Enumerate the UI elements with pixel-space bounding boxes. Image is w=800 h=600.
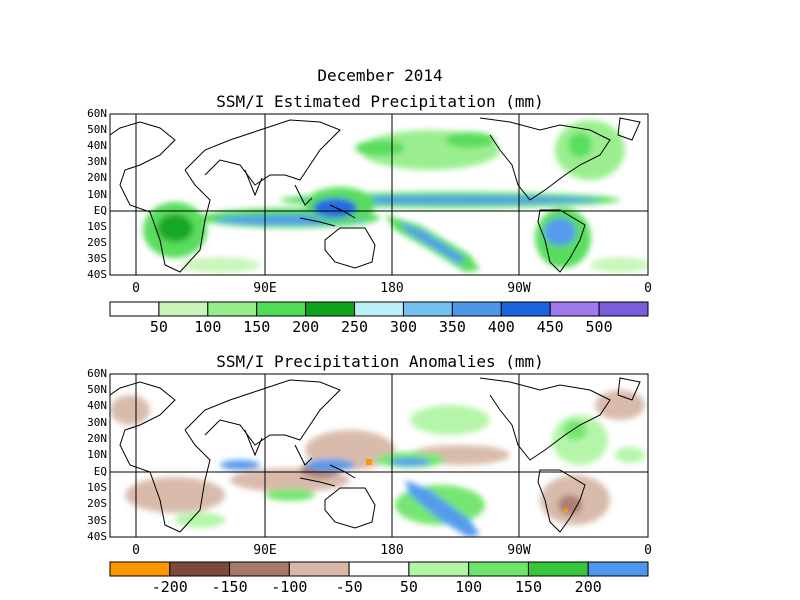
- colorbar-label: 100: [455, 578, 483, 596]
- lat-label: 10S: [87, 220, 107, 233]
- colorbar-swatch: [256, 301, 307, 317]
- colorbar-swatch: [598, 301, 649, 317]
- lon-label: 90W: [507, 543, 531, 558]
- colorbar-swatch: [207, 301, 258, 317]
- lat-label: 20S: [87, 236, 107, 249]
- colorbar-swatch: [354, 301, 404, 317]
- precipitation-colorbar: [109, 301, 649, 317]
- colorbar-label: 350: [438, 318, 466, 336]
- colorbar-swatch: [408, 561, 470, 577]
- coastlines: [110, 117, 641, 273]
- lon-label: 0: [132, 281, 140, 296]
- colorbar-swatch: [402, 301, 453, 317]
- colorbar-label: 200: [292, 318, 320, 336]
- lon-label: 0: [132, 543, 140, 558]
- colorbar-label: 200: [574, 578, 602, 596]
- map-frame: [109, 113, 649, 276]
- lat-label: 10S: [87, 481, 107, 494]
- colorbar-swatch: [587, 561, 649, 577]
- colorbar-label: 450: [536, 318, 564, 336]
- lon-label: 180: [380, 543, 404, 558]
- colorbar-swatch: [169, 561, 231, 577]
- colorbar-label: 50: [149, 318, 168, 336]
- precipitation-title: SSM/I Estimated Precipitation (mm): [216, 92, 544, 111]
- anomaly-field: [110, 390, 645, 537]
- colorbar-swatch: [500, 301, 551, 317]
- lat-label: 40N: [87, 139, 107, 152]
- colorbar-label: 250: [340, 318, 369, 336]
- colorbar-label: 500: [585, 318, 613, 336]
- colorbar-swatch: [348, 561, 410, 577]
- colorbar-swatch: [451, 301, 502, 317]
- precipitation-field: [143, 120, 648, 273]
- colorbar-swatch: [158, 301, 209, 317]
- date-title: December 2014: [317, 66, 443, 85]
- colorbar-label: -200: [151, 578, 188, 596]
- lat-label: 20N: [87, 171, 107, 184]
- lat-label: 20N: [87, 432, 107, 445]
- colorbar-label: 150: [243, 318, 271, 336]
- lat-label: 20S: [87, 497, 107, 510]
- colorbar-label: 100: [194, 318, 222, 336]
- colorbar-swatch: [305, 301, 356, 317]
- lat-label: 10N: [87, 188, 107, 201]
- lat-label: 30S: [87, 252, 107, 265]
- grid-lines: [110, 114, 648, 275]
- lat-label: 60N: [87, 367, 107, 380]
- colorbar-label: -100: [271, 578, 308, 596]
- lon-label: 0: [644, 281, 652, 296]
- lat-label: 10N: [87, 448, 107, 461]
- colorbar-label: 50: [399, 578, 418, 596]
- lat-label: EQ: [93, 204, 107, 217]
- colorbar-label: 150: [514, 578, 542, 596]
- lon-label: 90E: [253, 281, 277, 296]
- lat-label: 40S: [87, 268, 107, 281]
- colorbar-swatch: [109, 301, 160, 317]
- colorbar-swatch: [468, 561, 529, 577]
- colorbar-swatch: [288, 561, 350, 577]
- lon-label: 180: [380, 281, 404, 296]
- lat-label: 40S: [87, 530, 107, 543]
- colorbar-swatch: [109, 561, 171, 577]
- lat-label: 30N: [87, 155, 107, 168]
- lon-label: 90W: [507, 281, 531, 296]
- lat-label: 40N: [87, 399, 107, 412]
- colorbar-label: -150: [211, 578, 248, 596]
- anomaly-colorbar: [109, 561, 649, 577]
- colorbar-label: -50: [335, 578, 363, 596]
- lat-label: 50N: [87, 383, 107, 396]
- lon-label: 90E: [253, 543, 277, 558]
- lat-label: 60N: [87, 107, 107, 120]
- lat-label: 30N: [87, 416, 107, 429]
- colorbar-label: 400: [487, 318, 515, 336]
- colorbar-swatch: [549, 301, 600, 317]
- colorbar-swatch: [229, 561, 290, 577]
- lat-label: 30S: [87, 514, 107, 527]
- lat-label: 50N: [87, 123, 107, 136]
- colorbar-label: 300: [389, 318, 417, 336]
- anomaly-title: SSM/I Precipitation Anomalies (mm): [216, 352, 544, 371]
- colorbar-swatch: [527, 561, 589, 577]
- lat-label: EQ: [93, 465, 107, 478]
- lon-label: 0: [644, 543, 652, 558]
